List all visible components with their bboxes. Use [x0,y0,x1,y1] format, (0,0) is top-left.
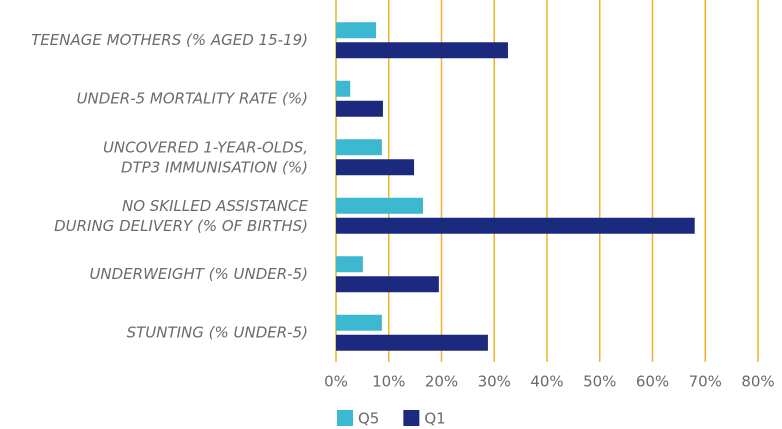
category-label: UNDER-5 MORTALITY RATE (%) [77,89,308,107]
category-label: UNDERWEIGHT (% UNDER-5) [89,265,308,283]
x-tick-label: 80% [741,373,774,391]
x-tick-label: 70% [689,373,722,391]
bar [336,276,439,293]
legend-label: Q5 [358,410,379,428]
bar [336,100,383,117]
bar [336,42,508,59]
bar [336,139,382,156]
x-tick-label: 40% [530,373,563,391]
bar [336,256,363,273]
bar [336,314,382,331]
legend-swatch [403,410,420,426]
x-tick-label: 0% [324,373,348,391]
x-tick-label: 10% [372,373,405,391]
bar [336,334,488,351]
legend-swatch [337,410,353,426]
category-label: UNCOVERED 1-YEAR-OLDS, DTP3 IMMUNISATION … [103,138,308,176]
x-tick-label: 60% [636,373,669,391]
bar [336,217,695,234]
category-label: TEENAGE MOTHERS (% AGED 15-19) [31,31,308,49]
x-tick-label: 20% [425,373,458,391]
bar [336,197,424,214]
category-label: NO SKILLED ASSISTANCE DURING DELIVERY (% … [54,196,308,234]
legend-label: Q1 [424,410,445,428]
bar [336,80,351,97]
x-tick-label: 30% [478,373,511,391]
bar [336,22,377,39]
bar [336,159,415,176]
x-tick-label: 50% [583,373,616,391]
category-label: STUNTING (% UNDER-5) [127,323,308,341]
